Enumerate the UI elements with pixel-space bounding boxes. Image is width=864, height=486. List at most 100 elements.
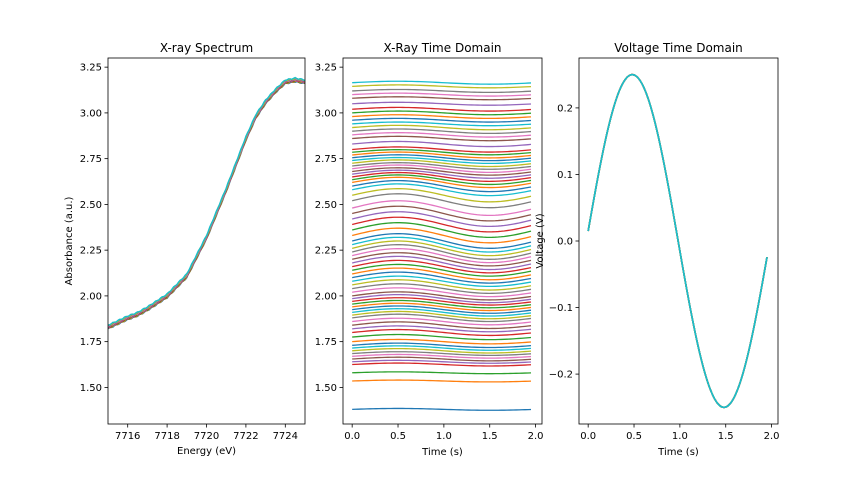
voltage-x-tick-label: 2.0	[764, 431, 780, 442]
xray-time-series-line	[352, 135, 532, 142]
voltage-x-tick-label: 0.0	[580, 431, 596, 442]
voltage-y-tick-label: 0.2	[557, 103, 573, 114]
spectrum-x-tick-label: 7724	[273, 431, 298, 442]
xray-time-series-line	[352, 240, 532, 257]
xray-time-series-line	[352, 101, 532, 106]
spectrum-x-tick-label: 7716	[115, 431, 140, 442]
voltage-y-ticks: −0.2 −0.1 0.0 0.1 0.2	[549, 103, 579, 381]
xray-time-y-tick-label: 2.00	[315, 291, 337, 302]
xray-time-series-line	[352, 84, 532, 89]
voltage-title: Voltage Time Domain	[614, 41, 743, 55]
xray-time-series-group	[352, 80, 532, 411]
xray-time-series-line	[352, 233, 532, 249]
xray-time-x-ticks: 0.0 0.5 1.0 1.5 2.0	[344, 424, 544, 442]
voltage-x-tick-label: 0.5	[626, 431, 642, 442]
xray-time-series-line	[352, 200, 532, 217]
voltage-series-group	[587, 73, 768, 409]
xray-time-series-line	[352, 114, 532, 120]
xray-time-series-line	[352, 179, 532, 193]
spectrum-y-label: Absorbance (a.u.)	[64, 196, 75, 285]
xray-time-series-line	[352, 345, 532, 351]
voltage-time-domain-plot: 0.0 0.5 1.0 1.5 2.0 −0.2 −0.1 0.0 0.1 0.2 Voltag…	[535, 41, 780, 458]
spectrum-series-line	[108, 79, 305, 329]
voltage-x-tick-label: 1.0	[672, 431, 688, 442]
xray-time-series-line	[352, 156, 532, 165]
xray-time-y-tick-label: 2.25	[315, 246, 337, 257]
spectrum-y-tick-label: 2.00	[80, 291, 102, 302]
xray-time-series-line	[352, 244, 532, 260]
xray-time-series-line	[352, 351, 532, 357]
xray-time-series-line	[352, 176, 532, 189]
xray-time-series-line	[352, 338, 532, 345]
xray-time-series-line	[352, 371, 532, 375]
voltage-y-tick-label: −0.2	[549, 370, 573, 381]
xray-time-y-tick-label: 2.50	[315, 200, 337, 211]
xray-time-domain-plot: 0.0 0.5 1.0 1.5 2.0 1.50 1.75 2.00 2.25 2.50 2.75…	[315, 41, 544, 458]
spectrum-y-ticks: 1.50 1.75 2.00 2.25 2.50 2.75 3.00 3.25	[80, 63, 108, 394]
xray-time-x-label: Time (s)	[421, 447, 463, 458]
xray-time-series-line	[352, 216, 532, 233]
xray-time-series-line	[352, 128, 532, 135]
xray-time-series-line	[352, 297, 532, 306]
xray-time-series-line	[352, 193, 532, 209]
xray-time-series-line	[352, 151, 532, 159]
xray-time-series-line	[352, 321, 532, 330]
xray-time-series-line	[352, 80, 532, 85]
xray-time-series-line	[352, 162, 532, 170]
xray-time-series-line	[352, 342, 532, 349]
xray-time-series-line	[352, 88, 532, 94]
xray-time-series-line	[352, 159, 532, 168]
xray-time-series-line	[352, 154, 532, 162]
xray-time-series-line	[352, 317, 532, 326]
xray-time-series-line	[352, 271, 532, 284]
xray-time-x-tick-label: 0.0	[344, 431, 360, 442]
xray-time-series-line	[352, 302, 532, 312]
spectrum-series-line	[108, 77, 305, 327]
xray-time-series-line	[352, 121, 532, 127]
xray-time-series-line	[352, 328, 532, 337]
xray-time-series-line	[352, 222, 532, 238]
xray-time-y-ticks: 1.50 1.75 2.00 2.25 2.50 2.75 3.00 3.25	[315, 63, 343, 394]
xray-time-series-line	[352, 263, 532, 277]
spectrum-y-tick-label: 2.75	[80, 154, 102, 165]
xray-time-series-line	[352, 188, 532, 203]
xray-time-series-line	[352, 174, 532, 186]
xray-time-series-line	[352, 183, 532, 197]
xray-time-series-line	[352, 117, 532, 123]
xray-time-x-tick-label: 1.5	[482, 431, 498, 442]
xray-time-series-line	[352, 362, 532, 367]
xray-time-series-line	[352, 106, 532, 112]
spectrum-series-line	[108, 77, 305, 326]
xray-spectrum-plot: 7716 7718 7720 7722 7724 1.50 1.75 2.00 2.25 2.5…	[64, 41, 306, 457]
xray-time-frame	[342, 57, 543, 425]
xray-time-y-tick-label: 1.50	[315, 383, 337, 394]
spectrum-y-tick-label: 1.75	[80, 337, 102, 348]
xray-time-series-line	[352, 205, 532, 222]
spectrum-frame	[107, 57, 306, 425]
xray-time-series-line	[352, 164, 532, 174]
xray-time-series-line	[352, 92, 532, 97]
xray-time-series-line	[352, 252, 532, 267]
xray-time-series-line	[352, 140, 532, 148]
spectrum-series-line	[108, 79, 305, 329]
xray-time-series-line	[352, 167, 532, 176]
spectrum-series-group	[108, 76, 305, 330]
spectrum-series-line	[108, 80, 305, 329]
xray-time-series-line	[352, 259, 532, 274]
xray-time-series-line	[352, 275, 532, 288]
xray-time-series-line	[352, 407, 532, 411]
xray-time-title: X-Ray Time Domain	[383, 41, 501, 55]
voltage-y-tick-label: 0.1	[557, 170, 573, 181]
xray-time-series-line	[352, 379, 532, 383]
spectrum-x-tick-label: 7722	[233, 431, 258, 442]
voltage-y-tick-label: 0.0	[557, 237, 573, 248]
spectrum-x-tick-label: 7718	[154, 431, 179, 442]
xray-time-series-line	[352, 305, 532, 314]
xray-time-series-line	[352, 356, 532, 362]
spectrum-y-tick-label: 3.00	[80, 108, 102, 119]
voltage-y-tick-label: −0.1	[549, 303, 573, 314]
spectrum-x-label: Energy (eV)	[177, 446, 236, 457]
xray-time-y-tick-label: 1.75	[315, 337, 337, 348]
xray-time-series-line	[352, 347, 532, 354]
spectrum-y-tick-label: 2.25	[80, 246, 102, 257]
